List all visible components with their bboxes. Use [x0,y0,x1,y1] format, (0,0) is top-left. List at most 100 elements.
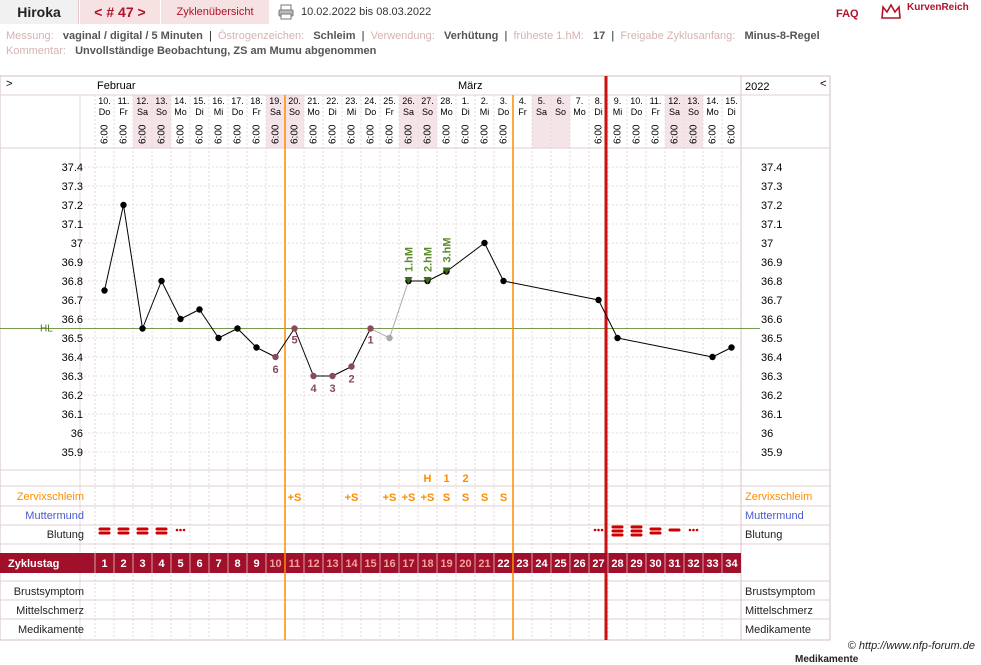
time-label: 6:00 [252,124,263,144]
cycle-day-number: 17 [402,558,414,570]
row-label-right-medi: Medikamente [745,624,811,636]
weekday-label: Mo [174,107,187,117]
y-tick-label-right: 36.5 [761,333,782,345]
curve-segment [617,337,713,358]
bleeding-spotting [600,528,604,532]
cycle-day-number: 5 [177,558,183,570]
row-label-mittel: Mittelschmerz [16,605,84,617]
y-tick-label: 37.4 [62,162,83,174]
time-label: 6:00 [195,124,206,144]
weekend-column [418,95,437,148]
bleeding-spotting [695,528,699,532]
crown-logo-icon [881,3,901,19]
cycle-day-number: 23 [516,558,528,570]
bleeding-bar [117,531,130,535]
time-label: 6:00 [404,124,415,144]
brand-name[interactable]: KurvenReich [907,2,969,13]
bleeding-bar [136,531,149,535]
weekday-label: Fr [119,107,128,117]
temperature-point [500,277,507,285]
cycle-day-number: 25 [554,558,566,570]
meta-value: Verhütung [444,30,499,42]
cycle-navigator[interactable]: < # 47 > [80,0,160,24]
meta-label: früheste 1.hM: [513,30,584,42]
meta-value: 17 [592,30,606,42]
weekday-label: Mi [480,107,490,117]
weekday-label: Do [365,107,377,117]
bleeding-bar [98,527,111,531]
date-label: 12. [668,96,681,106]
date-label: 12. [136,96,149,106]
date-label: 13. [155,96,168,106]
curve-segment [161,280,181,320]
cycle-day-number: 18 [421,558,433,570]
date-label: 20. [288,96,301,106]
cycle-overview-link[interactable]: Zyklenübersicht [160,0,269,24]
date-label: 9. [614,96,622,106]
peak-label: 2 [462,473,468,485]
meta-value: Unvollständige Beobachtung, ZS am Mumu a… [75,45,377,57]
time-label: 6:00 [708,124,719,144]
cycle-day-number: 7 [215,558,221,570]
temperature-point [329,372,336,380]
bleeding-bar [136,527,149,531]
weekday-label: Do [99,107,111,117]
row-label-medi: Medikamente [18,624,84,636]
cycle-day-number: 3 [139,558,145,570]
cycle-day-number: 16 [383,558,395,570]
cycle-day-number: 32 [687,558,699,570]
weekday-label: Mo [706,107,719,117]
mucus-mark: S [443,492,450,504]
bleeding-bar [117,527,130,531]
time-label: 6:00 [499,124,510,144]
y-tick-label-right: 36.1 [761,409,782,421]
weekday-label: So [688,107,699,117]
y-tick-label: 36.8 [62,276,83,288]
nav-prev-button[interactable]: > [6,78,12,90]
curve-segment [427,271,447,282]
y-tick-label: 36.7 [62,295,83,307]
faq-link[interactable]: FAQ [836,8,859,20]
cycle-day-number: 22 [497,558,509,570]
date-label: 15. [193,96,206,106]
row-label-right-mittel: Mittelschmerz [745,605,813,617]
cycle-day-number: 30 [649,558,661,570]
date-label: 3. [500,96,508,106]
low-count-label: 2 [348,374,354,386]
copyright[interactable]: © http://www.nfp-forum.de [847,640,975,652]
y-tick-label: 36.5 [62,333,83,345]
weekday-label: So [156,107,167,117]
nav-next-button[interactable]: < [820,78,826,90]
y-tick-label-right: 36.9 [761,257,782,269]
date-label: 7. [576,96,584,106]
peak-label: H [424,473,432,485]
cycle-day-number: 21 [478,558,490,570]
curve-segment [503,280,599,301]
row-label-right-zervix: Zervixschleim [745,491,812,503]
bleeding-spotting [593,528,597,532]
curve-segment [351,328,371,367]
time-label: 6:00 [271,124,282,144]
y-tick-label: 36 [71,428,83,440]
bleeding-spotting [688,528,692,532]
date-label: 2. [481,96,489,106]
y-tick-label-right: 37 [761,238,773,250]
y-tick-label: 37.3 [62,181,83,193]
temperature-point [120,201,127,209]
printer-icon[interactable] [278,4,294,20]
cycle-day-bar [0,553,741,573]
low-count-label: 1 [367,335,373,347]
date-label: 5. [538,96,546,106]
row-label-zervix: Zervixschleim [17,491,84,503]
curve-segment [370,328,390,339]
weekday-label: Sa [403,107,414,117]
weekday-label: Di [594,107,603,117]
curve-segment [598,299,618,339]
date-label: 10. [98,96,111,106]
y-tick-label-right: 37.4 [761,162,782,174]
date-label: 10. [630,96,643,106]
weekend-column [266,95,285,148]
weekday-label: Fr [651,107,660,117]
y-tick-label: 35.9 [62,447,83,459]
curve-segment [275,328,295,358]
